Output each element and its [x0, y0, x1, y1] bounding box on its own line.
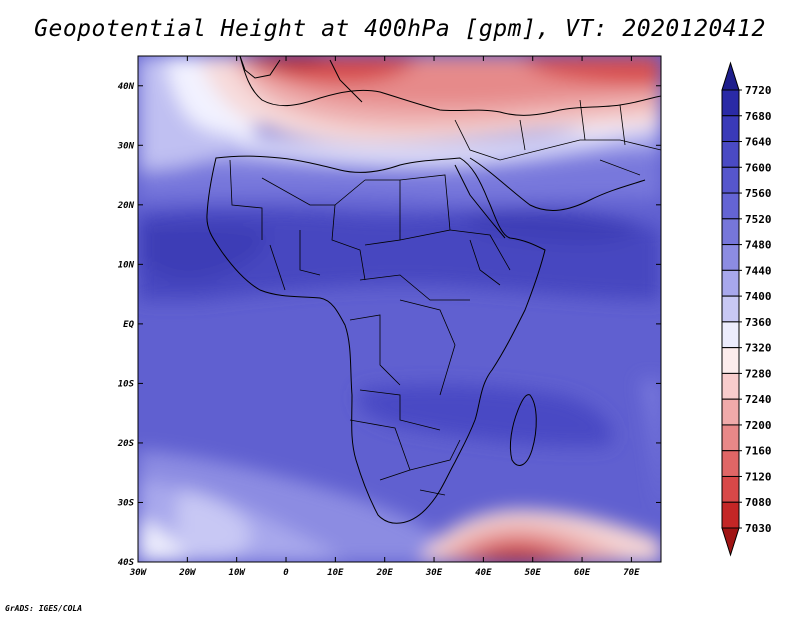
colorbar-label: 7320	[745, 342, 772, 355]
colorbar-label: 7440	[745, 264, 772, 277]
colorbar-segment	[721, 89, 740, 117]
x-tick-label: 10E	[327, 568, 344, 578]
colorbar-label: 7640	[745, 136, 772, 149]
colorbar-segment	[721, 372, 740, 400]
country-borders	[229, 159, 511, 496]
chart-title: Geopotential Height at 400hPa [gpm], VT:…	[34, 16, 766, 42]
x-tick-label: 30W	[129, 568, 148, 578]
x-tick-label: 0	[283, 568, 289, 578]
y-tick-label: EQ	[123, 320, 134, 330]
colorbar-segment	[721, 141, 740, 168]
y-tick-label: 20N	[117, 201, 135, 211]
colorbar-label: 7600	[745, 161, 772, 174]
colorbar-label: 7560	[745, 187, 772, 200]
x-tick-label: 20E	[376, 568, 394, 578]
colorbar-label: 7520	[745, 213, 772, 226]
y-tick-label: 20S	[117, 439, 135, 449]
plot-frame	[137, 55, 662, 563]
height-field	[138, 56, 661, 562]
colorbar-label: 7400	[745, 290, 772, 303]
colorbar-label: 7280	[745, 367, 772, 380]
colorbar-segment	[721, 115, 740, 143]
y-axis: 40S 30S 20S 10S EQ 10N 20N 30N 40N	[117, 82, 661, 568]
colorbar-segment	[721, 501, 740, 529]
colorbar-label: 7680	[745, 110, 772, 123]
colorbar-bottom-arrow	[721, 527, 740, 557]
colorbar-segment	[721, 424, 740, 452]
y-tick-label: 10S	[118, 379, 135, 389]
colorbar-segment	[721, 218, 740, 246]
colorbar-segment	[721, 347, 740, 374]
africa-coastline	[206, 155, 546, 524]
colorbar-label: 7480	[745, 239, 772, 252]
x-tick-label: 20W	[178, 568, 197, 578]
x-axis: 30W 20W 10W 0 10E 20E 30E 40E 50E 60E 70E	[129, 56, 640, 578]
x-tick-label: 40E	[475, 568, 492, 578]
iberia-coastline	[239, 56, 281, 79]
colorbar-label: 7240	[745, 393, 772, 406]
madagascar-coastline	[509, 394, 537, 466]
colorbar-segment	[721, 295, 740, 323]
coastlines	[206, 56, 661, 524]
y-tick-label: 30N	[117, 141, 135, 151]
colorbar-label: 7080	[745, 496, 772, 509]
credit-text: GrADS: IGES/COLA	[5, 604, 83, 613]
colorbar-top-arrow	[721, 61, 740, 91]
colorbar-segment	[721, 321, 740, 349]
colorbar-segment	[721, 244, 740, 271]
colorbar-label: 7160	[745, 445, 772, 458]
italy-coastline	[329, 59, 363, 103]
y-tick-label: 40N	[118, 82, 135, 92]
x-tick-label: 10W	[229, 568, 247, 578]
colorbar-label: 7720	[745, 84, 772, 97]
x-tick-label: 50E	[525, 568, 542, 578]
colorbar-label: 7120	[745, 470, 772, 483]
arabia-coastline	[469, 157, 646, 211]
colorbar-segment	[721, 269, 740, 297]
colorbar-segment	[721, 398, 740, 426]
colorbar-label: 7200	[745, 419, 772, 432]
colorbar: 7720 7680 7640 7600 7560 7520 7480 7440 7400 7360…	[721, 61, 772, 557]
red-sea-coastline	[454, 164, 506, 239]
x-tick-label: 70E	[623, 568, 640, 578]
colorbar-segment	[721, 475, 740, 503]
x-tick-label: 30E	[425, 568, 443, 578]
colorbar-segment	[721, 450, 740, 477]
europe-coastline	[239, 56, 661, 116]
colorbar-segment	[721, 192, 740, 220]
y-tick-label: 10N	[118, 260, 135, 270]
colorbar-label: 7030	[745, 522, 772, 535]
y-tick-label: 40S	[118, 558, 135, 568]
y-tick-label: 30S	[117, 498, 135, 508]
x-tick-label: 60E	[574, 568, 591, 578]
colorbar-segment	[721, 166, 740, 194]
colorbar-label: 7360	[745, 316, 772, 329]
